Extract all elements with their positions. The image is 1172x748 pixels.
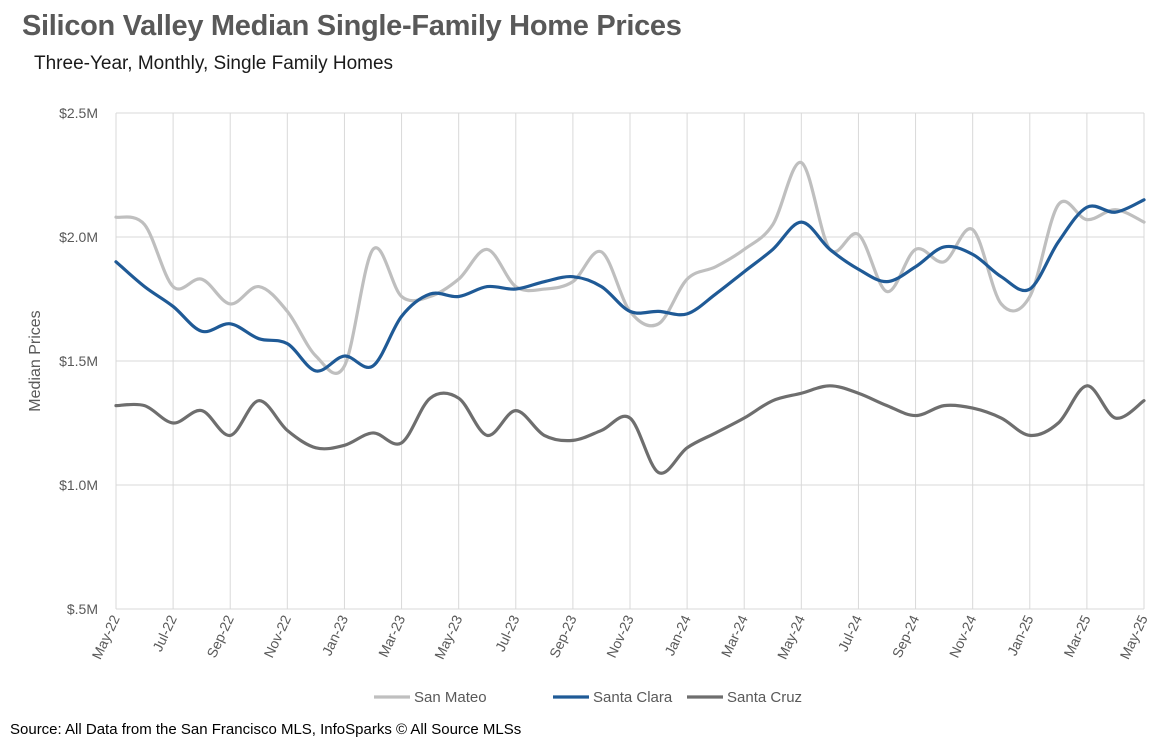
line-chart: $.5M $1.0M $1.5M $2.0M $2.5M May-22 Jul-22 Sep… [27, 105, 1151, 706]
y-tick-label-1: $1.0M [59, 477, 98, 493]
x-tick-label-Jan-25: Jan-25 [1004, 612, 1037, 658]
legend-label-san-mateo: San Mateo [414, 689, 487, 706]
series-line-santa-clara [114, 198, 1146, 373]
y-axis-ticks: $.5M $1.0M $1.5M $2.0M $2.5M [59, 105, 98, 617]
x-tick-label-Mar-25: Mar-25 [1060, 612, 1093, 659]
x-tick-label-May-22: May-22 [88, 612, 122, 661]
x-tick-label-Mar-23: Mar-23 [375, 612, 408, 659]
x-tick-label-Nov-23: Nov-23 [603, 612, 637, 660]
series-line-santa-cruz [114, 384, 1146, 475]
x-tick-label-Mar-24: Mar-24 [718, 612, 751, 659]
legend-label-santa-cruz: Santa Cruz [727, 689, 802, 706]
y-tick-label-0: $.5M [67, 601, 98, 617]
x-tick-label-May-24: May-24 [774, 612, 808, 661]
x-tick-label-Sep-23: Sep-23 [546, 612, 580, 660]
x-tick-label-May-23: May-23 [431, 612, 465, 661]
x-axis-ticks: May-22 Jul-22 Sep-22 Nov-22 Jan-23 Mar-23 May-… [88, 612, 1150, 661]
x-tick-label-Jan-24: Jan-24 [661, 612, 694, 658]
x-tick-label-Sep-22: Sep-22 [203, 612, 237, 660]
x-tick-label-Jan-23: Jan-23 [319, 612, 352, 658]
legend: San Mateo Santa Clara Santa Cruz [374, 689, 802, 706]
grid [115, 112, 1145, 610]
y-tick-label-4: $2.5M [59, 105, 98, 121]
x-tick-label-May-25: May-25 [1116, 612, 1150, 661]
x-tick-label-Nov-24: Nov-24 [946, 612, 980, 660]
y-tick-label-3: $2.0M [59, 229, 98, 245]
source-note: Source: All Data from the San Francisco … [10, 721, 522, 738]
x-tick-label-Jul-23: Jul-23 [492, 612, 523, 654]
y-axis-label: Median Prices [27, 310, 44, 411]
x-tick-label-Jul-22: Jul-22 [149, 612, 180, 654]
series-lines [114, 161, 1146, 475]
y-tick-label-2: $1.5M [59, 353, 98, 369]
x-tick-label-Nov-22: Nov-22 [260, 612, 294, 660]
chart-title: Silicon Valley Median Single-Family Home… [22, 10, 682, 42]
x-tick-label-Sep-24: Sep-24 [889, 612, 923, 660]
chart-subtitle: Three-Year, Monthly, Single Family Homes [34, 53, 394, 74]
legend-label-santa-clara: Santa Clara [593, 689, 673, 706]
x-tick-label-Jul-24: Jul-24 [835, 612, 866, 654]
